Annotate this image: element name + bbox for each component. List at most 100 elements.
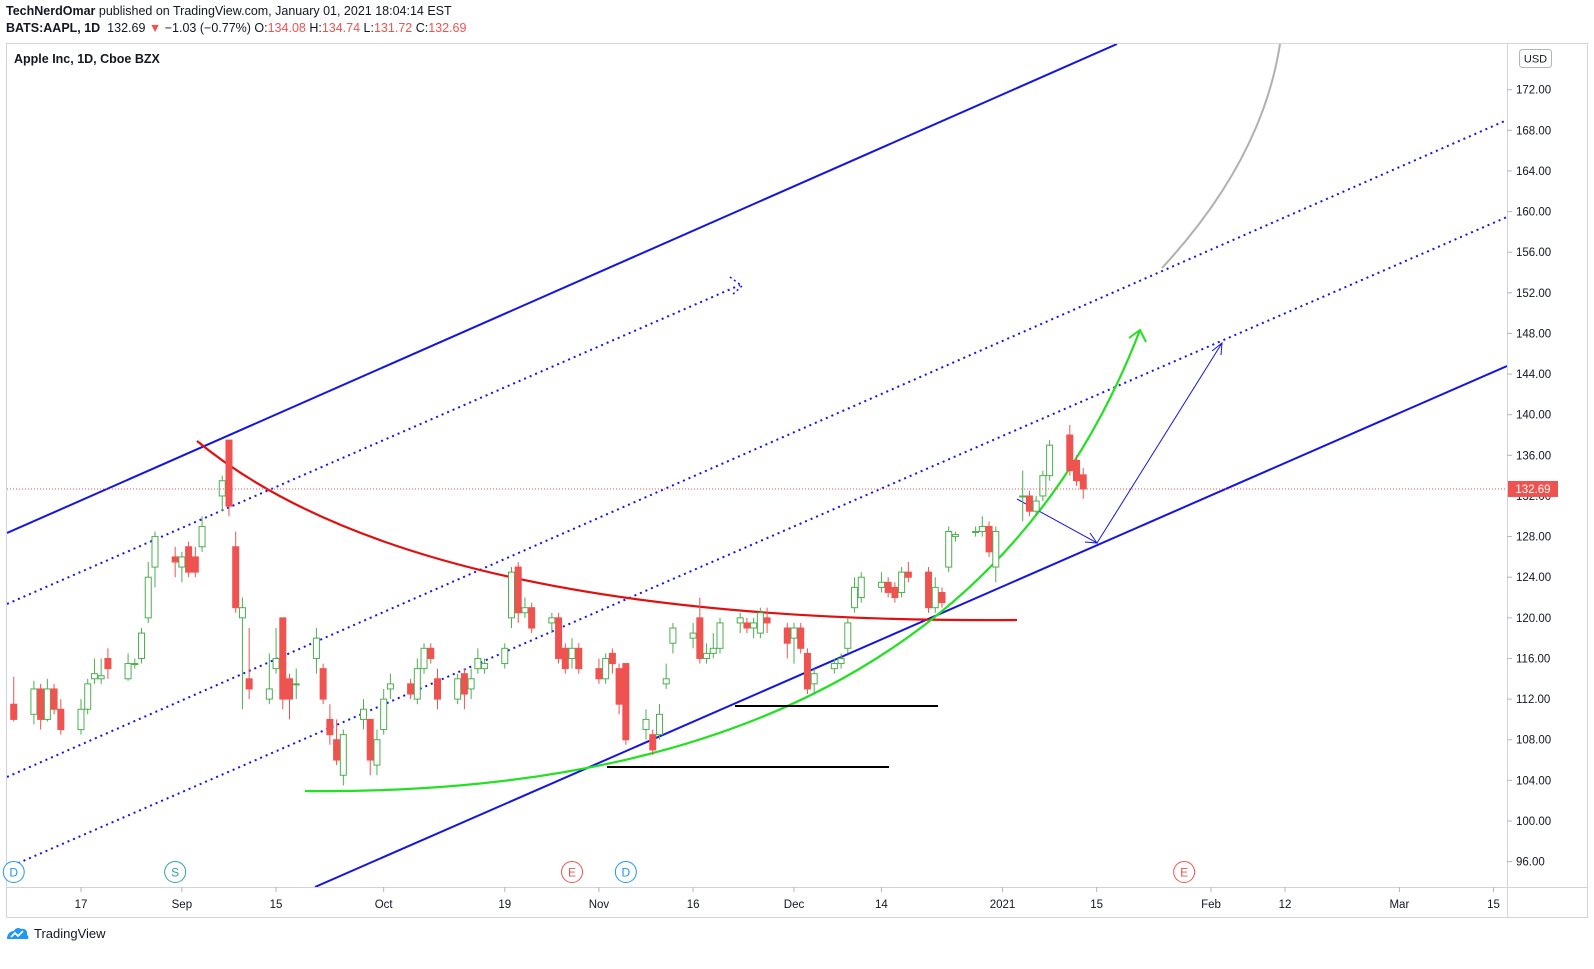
candle-body [595,668,603,680]
candle-body [642,718,650,731]
candle-body [124,663,132,680]
event-marker-e[interactable] [561,861,584,883]
candle-body [413,668,421,700]
candle-body [138,632,146,659]
candle-body [50,688,58,710]
candle-body [810,673,818,685]
candle [830,658,838,674]
candle [360,699,368,730]
candle-body [528,607,536,629]
candle [131,658,139,669]
candle-body [151,536,159,568]
candle-body [90,673,98,680]
candle-body [938,591,946,604]
publish-date-text: published on TradingView.com, January 01… [95,4,452,18]
candle [90,658,98,684]
candle-body [1019,495,1027,498]
candle [514,561,522,623]
candle-body [851,586,859,609]
price-tick-label: 116.00 [1516,653,1550,665]
candle-body [460,673,468,695]
time-tick-label: 15 [1090,899,1103,911]
candle [898,567,906,598]
candle-body [649,734,657,751]
candle [386,673,394,700]
price-tick-label: 108.00 [1516,735,1551,747]
candle [851,577,859,613]
down-arrow-icon: ▼ [148,21,162,35]
candle-body [366,718,374,761]
candle-body [709,647,717,654]
candle [339,729,347,786]
candle-body [844,622,852,649]
candle [319,663,327,705]
candle-body [830,663,838,670]
candle-body [555,617,563,659]
author-name[interactable]: TechNerdOmar [6,4,96,18]
candle [366,718,374,776]
projection-path [1016,342,1223,544]
candle-body [521,607,529,614]
candle [413,658,421,705]
time-axis[interactable]: 17 Sep 15 Oct 19 Nov 16 Dec 14 2021 15 Feb 12 Mar 15 [75,887,1500,911]
candle [696,597,704,664]
candle [104,648,112,679]
candle [837,653,845,669]
candle-body [286,678,294,700]
candle [548,612,556,634]
candle-body [104,657,112,670]
price-tick-label: 120.00 [1516,613,1551,625]
candle-body [245,678,253,690]
candle [951,531,959,542]
candle [655,704,663,740]
candle [555,612,563,664]
candle [460,668,468,710]
last-price-box [1508,480,1558,497]
symbol-label[interactable]: BATS:AAPL, 1D [6,21,101,35]
candle [238,597,246,710]
candle [185,541,193,578]
candle-body [972,531,980,534]
candle-body [790,627,798,639]
candle-body [178,556,186,568]
candle [857,572,865,603]
candle [884,577,892,598]
event-marker-letter: E [568,866,576,880]
candle-body [985,525,993,553]
candle-body [1066,434,1074,472]
candle-body [575,647,583,670]
event-marker-letter: S [171,866,179,880]
candle [938,587,946,608]
candle [124,653,132,681]
candle [30,680,38,725]
ohlc-legend: BATS:AAPL, 1D 132.69 ▼ −1.03 (−0.77%) O:… [6,21,466,35]
time-tick-label: Oct [375,899,394,911]
footer-brand[interactable]: TradingView [34,926,106,941]
candle-body [386,683,394,690]
candle-body [312,637,320,659]
event-marker-d[interactable] [2,861,25,883]
event-marker-d[interactable] [614,861,637,883]
candle-body [339,734,347,776]
candle [985,521,993,557]
dotted-parallel-3 [7,216,1507,869]
candle [77,699,85,735]
candle [326,704,334,745]
event-marker-s[interactable] [164,861,187,883]
price-tick-label: 168.00 [1516,125,1551,137]
price-axis[interactable]: 96.00 100.00 104.00 108.00 112.00 116.00 120.0… [1507,85,1551,869]
candle [144,561,152,623]
candle [454,673,462,705]
currency-button[interactable] [1519,49,1552,68]
candle [844,617,852,654]
candle [481,658,489,674]
candle-body [333,739,341,761]
candle [568,638,576,669]
time-tick-label: Dec [784,899,805,911]
candle-body [743,622,751,629]
price-chart[interactable]: Apple Inc, 1D, Cboe BZX USD 96.00 100.00 1… [0,0,1594,925]
candle-body [232,546,240,609]
event-marker-e[interactable] [1173,861,1196,883]
candles [10,424,1087,786]
